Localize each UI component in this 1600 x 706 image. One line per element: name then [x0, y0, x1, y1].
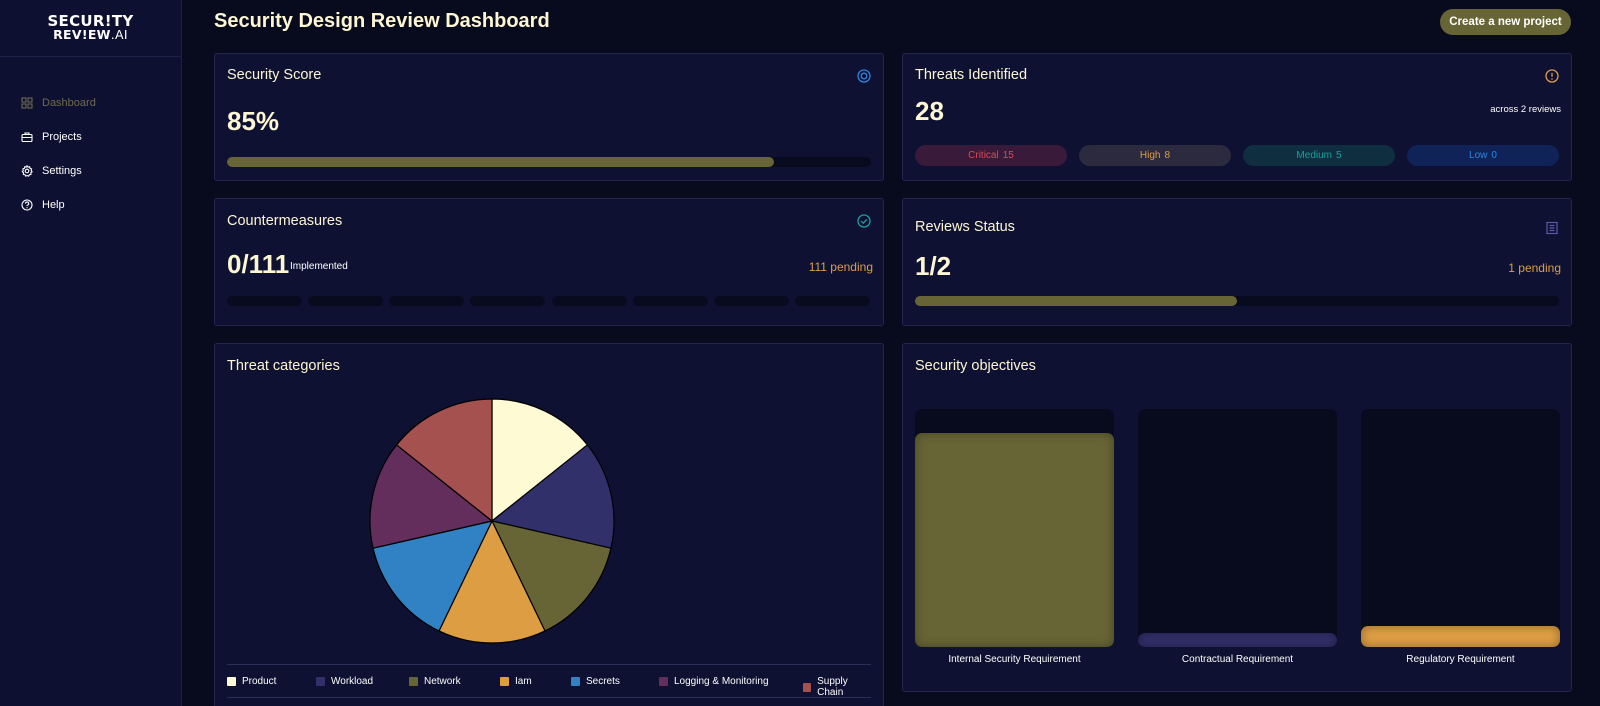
countermeasure-segment: [552, 296, 627, 306]
document-icon: [1545, 221, 1559, 235]
grid-icon: [21, 97, 33, 109]
legend-item[interactable]: Product: [227, 676, 276, 687]
sidebar-item-label: Settings: [42, 165, 82, 177]
card-title: Threats Identified: [915, 67, 1028, 83]
card-title: Threat categories: [227, 358, 340, 374]
legend-label: Product: [242, 676, 277, 687]
logo-line-2: REV!EW.AI: [53, 27, 128, 42]
legend-item[interactable]: Iam: [500, 676, 532, 687]
target-icon: [857, 69, 871, 83]
countermeasure-segment: [714, 296, 789, 306]
legend-item[interactable]: Secrets: [571, 676, 620, 687]
security-score-value: 85%: [227, 106, 280, 136]
objective-label: Regulatory Requirement: [1406, 654, 1515, 665]
objective-bar-internal-security-requirement[interactable]: [915, 433, 1114, 647]
briefcase-icon: [21, 131, 33, 143]
legend-label: Workload: [331, 676, 374, 687]
objective-bar-track: [1138, 409, 1337, 647]
legend-label: Supply Chain: [817, 676, 848, 698]
security-score-progress: [227, 157, 871, 167]
objective-bar-track: [915, 409, 1114, 647]
alert-circle-icon: [1545, 69, 1559, 83]
card-title: Security Score: [227, 67, 322, 83]
page-title: Security Design Review Dashboard: [214, 10, 550, 32]
legend-item[interactable]: Logging & Monitoring: [659, 676, 769, 687]
severity-pill-critical[interactable]: Critical 15: [915, 145, 1067, 166]
countermeasure-segment: [389, 296, 464, 306]
pie-slice-supply-chain[interactable]: [395, 398, 493, 523]
objective-label: Contractual Requirement: [1181, 654, 1294, 665]
reviews-value: 1/2: [915, 251, 952, 281]
sidebar: SECUR!TY REV!EW.AI Dashboard Projects Se…: [0, 0, 182, 706]
threats-subtitle: across 2 reviews: [1490, 104, 1561, 115]
legend-label: Iam: [515, 676, 532, 687]
legend-swatch: [409, 677, 418, 686]
logo-line-1: SECUR!TY: [47, 12, 134, 30]
legend-swatch: [571, 677, 580, 686]
security-objectives-card: Security objectives Internal Security Re…: [902, 343, 1572, 692]
reviews-progress: [915, 296, 1559, 306]
pie-slice-secrets[interactable]: [372, 520, 494, 632]
card-title: Countermeasures: [227, 213, 343, 229]
objective-label: Internal Security Requirement: [948, 654, 1081, 665]
countermeasure-segment: [470, 296, 545, 306]
pie-slice-logging-monitoring[interactable]: [369, 444, 494, 549]
severity-pill-low[interactable]: Low 0: [1407, 145, 1559, 166]
threat-categories-pie-chart: [369, 398, 615, 644]
security-score-progress-fill: [227, 157, 775, 167]
gear-icon: [21, 165, 33, 177]
countermeasures-label: Implemented: [290, 261, 348, 272]
legend-swatch: [659, 677, 668, 686]
severity-pill-medium[interactable]: Medium 5: [1243, 145, 1395, 166]
pie-slice-workload[interactable]: [490, 444, 615, 549]
objective-bar-regulatory-requirement[interactable]: [1361, 626, 1560, 647]
legend-swatch: [227, 677, 236, 686]
card-title: Security objectives: [915, 358, 1036, 374]
threat-categories-card: Threat categories Product Workload Network…: [214, 343, 884, 706]
threats-card: Threats Identified 28 across 2 reviews C…: [902, 53, 1572, 181]
reviews-pending: 1 pending: [1508, 261, 1561, 275]
reviews-status-card: Reviews Status 1/2 1 pending: [902, 198, 1572, 326]
card-title: Reviews Status: [915, 219, 1015, 235]
countermeasure-segment: [227, 296, 302, 306]
pie-slice-product[interactable]: [491, 398, 589, 523]
security-score-card: Security Score 85%: [214, 53, 884, 181]
create-project-button[interactable]: Create a new project: [1440, 9, 1571, 35]
sidebar-item-help[interactable]: Help: [0, 188, 181, 222]
sidebar-item-dashboard[interactable]: Dashboard: [0, 86, 181, 120]
sidebar-item-settings[interactable]: Settings: [0, 154, 181, 188]
legend-swatch: [500, 677, 509, 686]
sidebar-item-label: Dashboard: [42, 97, 96, 109]
threats-value: 28: [915, 96, 944, 126]
countermeasures-pending: 111 pending: [808, 260, 873, 274]
legend-label: Secrets: [586, 676, 620, 687]
countermeasures-value: 0/111: [227, 249, 290, 279]
sidebar-item-label: Help: [42, 199, 65, 211]
pie-legend: Product Workload Network Iam Secrets Logging …: [227, 664, 871, 698]
sidebar-nav: Dashboard Projects Settings Help: [0, 86, 181, 222]
countermeasure-segment: [308, 296, 383, 306]
legend-item[interactable]: Supply Chain: [803, 676, 871, 698]
objective-bar-contractual-requirement[interactable]: [1138, 633, 1337, 647]
brand-logo[interactable]: SECUR!TY REV!EW.AI: [0, 0, 181, 57]
sidebar-item-label: Projects: [42, 131, 82, 143]
check-circle-icon: [857, 214, 871, 228]
legend-label: Logging & Monitoring: [674, 676, 769, 687]
pie-slice-iam[interactable]: [438, 519, 546, 644]
legend-item[interactable]: Workload: [316, 676, 373, 687]
sidebar-item-projects[interactable]: Projects: [0, 120, 181, 154]
pie-slice-network[interactable]: [490, 520, 612, 632]
countermeasure-segment: [633, 296, 708, 306]
legend-label: Network: [424, 676, 461, 687]
objective-bar-track: [1361, 409, 1560, 647]
reviews-progress-fill: [915, 296, 1237, 306]
countermeasures-card: Countermeasures 0/111 Implemented 111 pe…: [214, 198, 884, 326]
severity-pill-high[interactable]: High 8: [1079, 145, 1231, 166]
legend-item[interactable]: Network: [409, 676, 461, 687]
help-circle-icon: [21, 199, 33, 211]
countermeasure-segment: [795, 296, 870, 306]
legend-swatch: [803, 682, 812, 692]
legend-swatch: [316, 677, 325, 686]
